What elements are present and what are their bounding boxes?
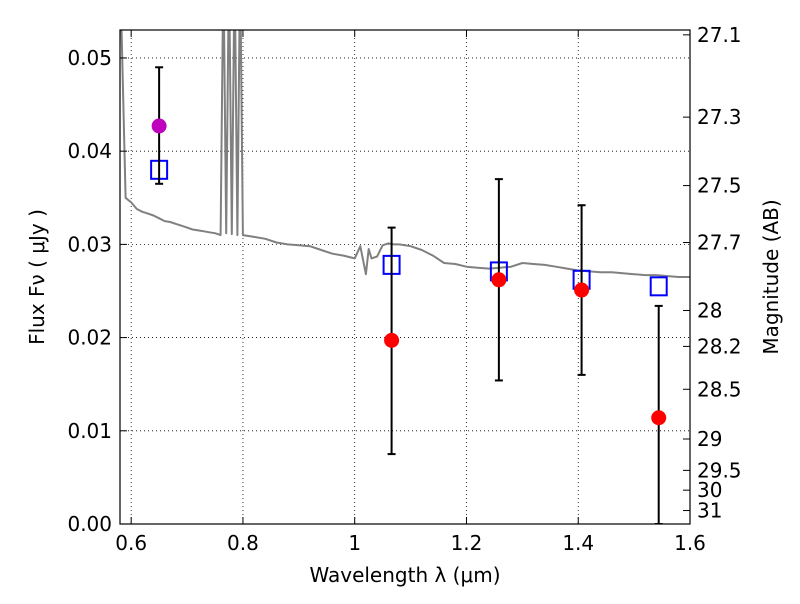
x-tick-label: 0.8 xyxy=(227,531,259,555)
observed-point xyxy=(491,272,507,288)
y2-tick-label: 27.5 xyxy=(697,174,742,198)
y-tick-label: 0.03 xyxy=(67,232,112,256)
model-point-square xyxy=(649,276,668,297)
plot-area xyxy=(120,30,690,524)
y2-tick-label: 27.7 xyxy=(697,231,742,255)
x-tick-label: 1.2 xyxy=(451,531,483,555)
x-tick-label: 0.6 xyxy=(115,531,147,555)
plot-frame xyxy=(119,29,691,525)
spectrum-line xyxy=(120,30,690,278)
y-tick-label: 0.05 xyxy=(67,46,112,70)
y2-tick-label: 27.3 xyxy=(697,105,742,129)
y-tick-label: 0.01 xyxy=(67,419,112,443)
x-tick-label: 1.6 xyxy=(674,531,706,555)
observed-point xyxy=(384,332,400,348)
y-tick-label: 0.04 xyxy=(67,139,112,163)
observed-point xyxy=(651,410,667,426)
x-axis-title: Wavelength λ (μm) xyxy=(309,563,500,587)
y2-tick-label: 27.1 xyxy=(697,23,742,47)
x-tick-label: 1 xyxy=(348,531,361,555)
y2-tick-label: 31 xyxy=(697,499,722,523)
x-tick-label: 1.4 xyxy=(562,531,594,555)
observed-point xyxy=(574,282,590,298)
y-axis-title: Flux Fν ( μJy ) xyxy=(25,209,49,345)
y-tick-label: 0.02 xyxy=(67,326,112,350)
y2-tick-label: 28.5 xyxy=(697,377,742,401)
y2-axis-title: Magnitude (AB) xyxy=(759,199,783,354)
y2-tick-label: 28 xyxy=(697,298,722,322)
y2-tick-label: 30 xyxy=(697,478,722,502)
y-tick-label: 0.00 xyxy=(67,512,112,536)
axis-ticks: 0.6 0.8 1 1.2 1.4 1.6 0.00 0.01 0.02 0.03 0.04 0.05… xyxy=(67,23,741,555)
observed-point xyxy=(151,118,167,134)
data-layer xyxy=(120,30,690,524)
y2-tick-label: 29.5 xyxy=(697,458,742,482)
y2-tick-label: 28.2 xyxy=(697,334,742,358)
y2-tick-label: 29 xyxy=(697,427,722,451)
